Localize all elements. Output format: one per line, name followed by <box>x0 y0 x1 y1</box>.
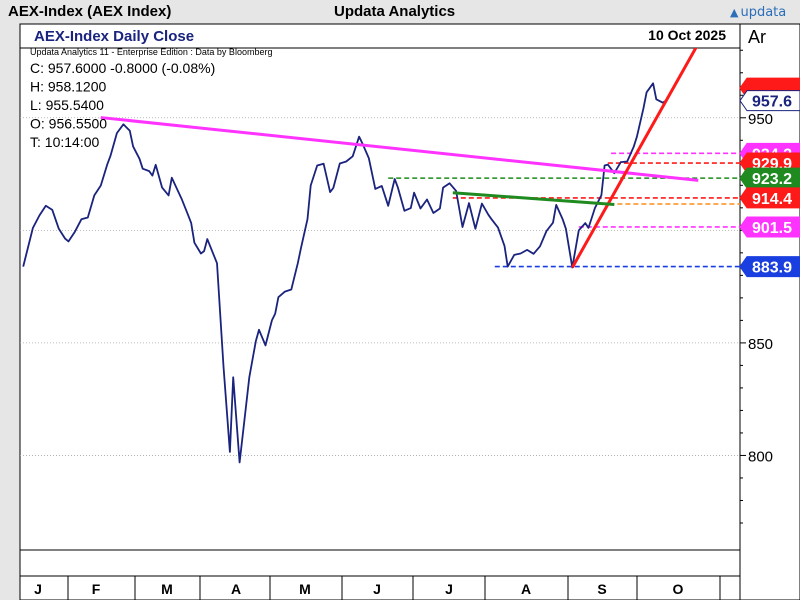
price-tag: 914.4 <box>739 187 800 209</box>
trendline <box>452 191 615 206</box>
chart-title: AEX-Index Daily Close <box>34 28 194 45</box>
x-tick-label: O <box>673 581 684 597</box>
price-tag-label: 883.9 <box>752 260 792 277</box>
price-tag-box <box>739 187 800 209</box>
price-tag-label: 901.5 <box>752 220 792 237</box>
ohlc-readout: L: 955.5400 <box>30 97 104 113</box>
price-tag: 901.5 <box>739 216 800 238</box>
time-axis-panel <box>19 575 741 600</box>
axis-tag: Ar <box>748 27 766 47</box>
x-tick-label: J <box>373 581 381 597</box>
x-tick-label: A <box>521 581 531 597</box>
updata-logo: ▲ updata <box>730 5 786 20</box>
trendline <box>100 116 699 182</box>
price-tag-label: 914.4 <box>752 191 792 208</box>
price-series-line <box>22 82 667 464</box>
ohlc-readout: O: 956.5500 <box>30 116 107 132</box>
price-tag-box <box>739 167 800 189</box>
price-tag-box <box>739 216 800 238</box>
x-tick-label: F <box>92 581 101 597</box>
x-tick-label: S <box>597 581 606 597</box>
price-tag: 957.6 <box>739 90 800 112</box>
price-tag-box <box>739 256 800 278</box>
x-tick-label: J <box>445 581 453 597</box>
x-tick-label: M <box>299 581 311 597</box>
price-tag: 923.2 <box>739 167 800 189</box>
app-name: Updata Analytics <box>334 3 456 20</box>
instrument-title: AEX-Index (AEX Index) <box>8 3 172 20</box>
y-tick-label: 850 <box>748 336 773 353</box>
y-tick-label: 950 <box>748 111 773 128</box>
chart-date: 10 Oct 2025 <box>648 27 726 43</box>
window-title-bar: AEX-Index (AEX Index) Updata Analytics ▲… <box>0 0 800 24</box>
price-tag-box <box>739 90 800 112</box>
x-tick-label: M <box>161 581 173 597</box>
logo-arrow-icon: ▲ <box>730 6 739 19</box>
ohlc-readout: C: 957.6000 -0.8000 (-0.08%) <box>30 60 215 76</box>
plot-area <box>22 48 740 464</box>
y-tick-label: 800 <box>748 448 773 465</box>
price-tag-label: 923.2 <box>752 171 792 188</box>
trendline <box>571 48 698 269</box>
price-axis-panel <box>739 23 800 600</box>
x-tick-label: J <box>34 581 42 597</box>
ohlc-readout: H: 958.1200 <box>30 79 106 95</box>
x-tick-label: A <box>231 581 241 597</box>
source-note: Updata Analytics 11 - Enterprise Edition… <box>30 47 272 57</box>
logo-text: updata <box>740 5 787 20</box>
ohlc-readout: T: 10:14:00 <box>30 134 99 150</box>
price-tag: 883.9 <box>739 256 800 278</box>
plot-frame <box>19 23 741 600</box>
price-tag-label: 957.6 <box>752 94 792 111</box>
